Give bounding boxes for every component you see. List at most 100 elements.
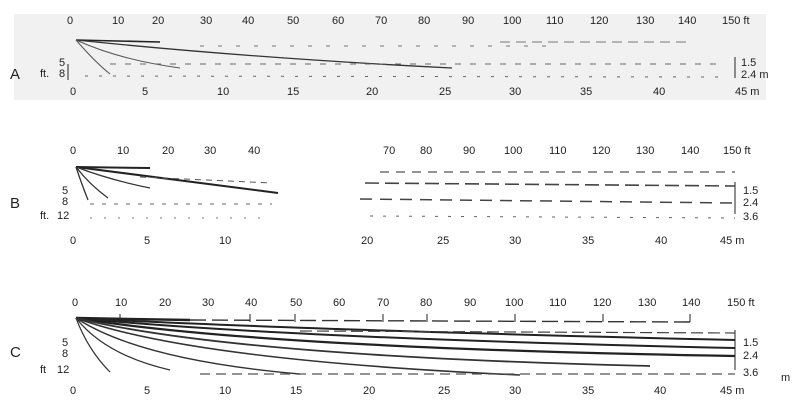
panel-b-dashed-line — [359, 198, 736, 204]
panel-a-ft-tick: 60 — [332, 15, 344, 27]
panel-c-ft-tick: 60 — [333, 297, 345, 309]
panel-c-ft-tick: 120 — [593, 297, 611, 309]
panel-b-ft-tick: 150 ft — [723, 145, 751, 157]
panel-a-ft-scale: 0 10 20 30 40 50 60 70 80 90 100 110 120… — [67, 15, 750, 27]
panel-b-m-tick: 0 — [70, 235, 76, 247]
panel-c-m-tick: 15 — [290, 385, 302, 397]
panel-a-m-tick: 25 — [439, 86, 451, 98]
panel-c-ft-tick: 140 — [682, 297, 700, 309]
panel-c-depth-m: 2.4 — [743, 350, 758, 362]
panel-a-ft-tick: 120 — [590, 15, 608, 27]
panel-b-ft-tick: 110 — [549, 145, 567, 157]
panel-a-ft-tick: 0 — [67, 15, 73, 27]
panel-b-ft-tick: 70 — [383, 145, 395, 157]
panel-b-profile-line — [75, 166, 151, 189]
panel-b-dashed-line — [369, 215, 736, 219]
panel-c-ft-tick: 30 — [202, 297, 214, 309]
panel-c-depth-ft: 12 — [57, 364, 69, 376]
panel-b-m-scale: 0 5 10 20 25 30 35 40 45 m — [70, 235, 744, 247]
panel-a-depth-scale: 5 ft. 8 1.5 2.4 m — [40, 57, 769, 81]
panel-c-ft-tick-marks — [119, 314, 691, 322]
panel-c-ft-tick: 100 — [505, 297, 523, 309]
panel-a-profile-line — [75, 39, 453, 69]
panel-c-ft-tick: 0 — [72, 297, 78, 309]
panel-c-profile-line — [75, 317, 301, 375]
panel-a-ft-tick: 20 — [152, 15, 164, 27]
panel-b-depth-ft: 5 — [62, 185, 68, 197]
panel-c-ft-tick: 90 — [464, 297, 476, 309]
panel-b-surface-line — [75, 166, 151, 169]
panel-b-m-tick: 30 — [509, 235, 521, 247]
panel-a-ft-tick: 130 — [636, 15, 654, 27]
panel-c-ft-tick: 130 — [638, 297, 656, 309]
panel-b-depth-m: 3.6 — [743, 211, 758, 223]
panel-a-ft-tick: 70 — [375, 15, 387, 27]
panel-c: C 0 10 20 30 40 50 60 70 80 90 100 110 1… — [10, 297, 790, 397]
panel-a-profiles — [75, 39, 721, 78]
panel-a-depth-m: 1.5 — [741, 57, 756, 69]
panel-c-profile-line — [75, 317, 171, 371]
panel-c-m-tick: 5 — [144, 385, 150, 397]
panel-c-depth-scale: 5 8 ft 12 1.5 2.4 3.6 m — [40, 330, 790, 384]
panel-b-ft-tick: 130 — [636, 145, 654, 157]
panel-c-depth-ft: 8 — [62, 348, 68, 360]
panel-a-ft-tick: 40 — [242, 15, 254, 27]
panel-b-ft-scale: 0 10 20 30 40 70 80 90 100 110 120 130 1… — [70, 145, 751, 157]
panel-a-profile-line — [75, 39, 111, 75]
panel-a: A 0 10 20 30 40 50 60 70 80 90 100 110 1… — [10, 15, 769, 98]
panel-c-ft-tick: 150 ft — [727, 297, 755, 309]
panel-a-surface-line — [75, 39, 161, 43]
panel-a-m-tick: 5 — [142, 86, 148, 98]
panel-a-ft-tick: 110 — [546, 15, 564, 27]
panel-c-depth-m: 1.5 — [743, 337, 758, 349]
panel-c-profiles — [75, 316, 736, 376]
panel-b-depth-m: 2.4 — [743, 197, 758, 209]
panel-c-profile-line — [75, 317, 111, 373]
panel-b-dashed-line — [364, 182, 736, 187]
panel-c-profile-line — [75, 316, 736, 358]
panel-b-ft-tick: 10 — [117, 145, 129, 157]
panel-c-depth-m-unit: m — [781, 372, 790, 384]
panel-c-profile-line — [75, 317, 736, 349]
panel-c-m-tick: 30 — [509, 385, 521, 397]
panel-c-m-tick: 40 — [654, 385, 666, 397]
panel-b-depth-ft-unit: ft. — [40, 210, 49, 222]
panel-a-background — [14, 14, 766, 100]
panel-b-m-tick: 10 — [219, 235, 231, 247]
panel-b-m-tick: 25 — [437, 235, 449, 247]
panel-b-profile-line — [75, 166, 109, 199]
panel-a-ft-tick: 100 — [503, 15, 521, 27]
panel-c-ft-tick: 70 — [377, 297, 389, 309]
panel-b-label: B — [10, 195, 20, 212]
panel-b-m-tick: 45 m — [720, 235, 744, 247]
panel-b-m-tick: 5 — [144, 235, 150, 247]
panel-b: B 0 10 20 30 40 70 80 90 100 110 120 130… — [10, 145, 758, 247]
panel-a-m-tick: 40 — [653, 86, 665, 98]
panel-b-depth-ft: 8 — [62, 196, 68, 208]
panel-a-depth-m: 2.4 m — [741, 69, 769, 81]
panel-a-depth-ft-unit: ft. — [40, 68, 49, 80]
panel-a-ft-tick: 80 — [418, 15, 430, 27]
panel-b-ft-tick: 20 — [162, 145, 174, 157]
panel-c-dashed-line — [299, 330, 736, 334]
panel-c-ft-tick: 80 — [420, 297, 432, 309]
panel-a-m-scale: 0 5 10 15 20 25 30 35 40 45 m — [70, 86, 759, 98]
panel-a-m-tick: 15 — [287, 86, 299, 98]
panel-b-ft-tick: 100 — [504, 145, 522, 157]
panel-c-ft-tick: 40 — [245, 297, 257, 309]
panel-c-depth-ft: 5 — [62, 337, 68, 349]
panel-b-dashed-line — [139, 176, 273, 184]
panel-c-depth-m: 3.6 — [743, 367, 758, 379]
panel-b-depth-scale: 5 8 ft. 12 1.5 2.4 3.6 — [40, 182, 758, 223]
panel-c-m-tick: 0 — [70, 385, 76, 397]
panel-a-m-tick: 0 — [70, 86, 76, 98]
panel-c-surface-line — [189, 319, 691, 323]
panel-b-ft-tick: 30 — [204, 145, 216, 157]
panel-b-profile-line — [75, 166, 89, 201]
panel-c-label: C — [10, 344, 21, 361]
panel-a-ft-tick: 50 — [287, 15, 299, 27]
panel-a-ft-tick: 90 — [462, 15, 474, 27]
panel-c-depth-ft-unit: ft — [40, 364, 46, 376]
panel-b-profile-line — [75, 166, 279, 194]
